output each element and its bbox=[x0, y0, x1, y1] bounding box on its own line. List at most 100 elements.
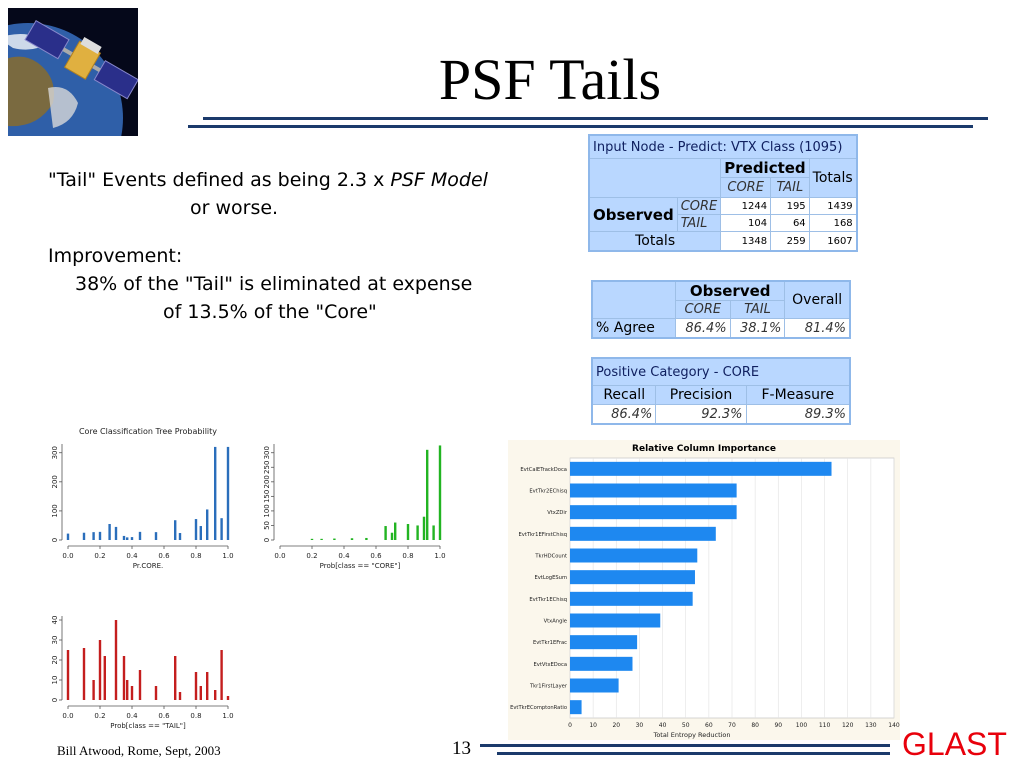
category-label: TkrHDCount bbox=[534, 554, 567, 560]
histogram-bar bbox=[194, 519, 198, 540]
table1-obs-tail: TAIL bbox=[676, 214, 722, 232]
x-tick-label: 110 bbox=[819, 722, 831, 729]
x-tick-label: 0.0 bbox=[274, 552, 285, 560]
positive-category-table: Positive Category - CORE Recall Precisio… bbox=[591, 357, 851, 425]
x-tick-label: 80 bbox=[751, 722, 759, 729]
histogram-bar bbox=[220, 518, 223, 540]
table1-predicted: Predicted bbox=[720, 158, 810, 178]
x-tick-label: 10 bbox=[589, 722, 597, 729]
table2-agree-tail: 38.1% bbox=[729, 318, 786, 339]
x-tick-label: 0.8 bbox=[190, 552, 201, 560]
table2-corner bbox=[591, 280, 676, 319]
footer-rule-lower bbox=[497, 752, 890, 755]
x-tick-label: 0.4 bbox=[338, 552, 350, 560]
table3-precision: Precision bbox=[655, 385, 747, 405]
glast-logo: GLAST bbox=[902, 726, 1007, 762]
table1-totals-row: Totals bbox=[588, 231, 722, 252]
x-tick-label: 140 bbox=[888, 722, 900, 729]
body-line-1: "Tail" Events defined as being 2.3 x PSF… bbox=[48, 166, 558, 194]
importance-bar bbox=[570, 591, 693, 606]
histogram-bar bbox=[365, 537, 368, 540]
category-label: EvtTkr1EFrac bbox=[533, 640, 567, 646]
histogram-bar bbox=[220, 650, 223, 700]
y-tick-label: 0 bbox=[51, 538, 59, 542]
x-tick-label: 0.8 bbox=[190, 712, 201, 720]
category-label: EvtTkrEComptonRatio bbox=[510, 705, 567, 711]
x-tick-label: 0.4 bbox=[126, 712, 138, 720]
table1-cell: 64 bbox=[770, 214, 810, 232]
table3-title: Positive Category - CORE bbox=[591, 357, 851, 386]
y-tick-label: 10 bbox=[51, 676, 59, 685]
histogram-bar bbox=[199, 526, 202, 540]
category-label: EvtTkr1EChisq bbox=[529, 597, 567, 603]
histogram-bar bbox=[138, 531, 142, 540]
table1-cell: 104 bbox=[720, 214, 772, 232]
histogram-bar bbox=[350, 538, 354, 540]
x-tick-label: 1.0 bbox=[434, 552, 445, 560]
table1-pred-tail: TAIL bbox=[770, 177, 810, 198]
y-tick-label: 30 bbox=[51, 636, 59, 645]
x-tick-label: 0.6 bbox=[158, 712, 170, 720]
table3-recall-value: 86.4% bbox=[591, 404, 657, 425]
x-tick-label: 60 bbox=[705, 722, 713, 729]
title-rule-upper bbox=[203, 117, 988, 120]
histogram-bar bbox=[406, 524, 410, 540]
histogram-bar bbox=[108, 524, 111, 540]
histogram-bar bbox=[66, 650, 70, 700]
satellite-earth-image bbox=[8, 8, 138, 136]
histogram-bar bbox=[130, 686, 134, 700]
histogram-bar bbox=[178, 533, 182, 540]
importance-bar bbox=[570, 461, 832, 476]
footer-rule-upper bbox=[480, 744, 890, 747]
chart-title: Relative Column Importance bbox=[632, 444, 776, 454]
table1-obs-core: CORE bbox=[676, 197, 722, 215]
slide-title: PSF Tails bbox=[438, 47, 662, 112]
title-rule-lower bbox=[188, 125, 973, 128]
category-label: Tkr1FirstLayer bbox=[529, 684, 568, 690]
histogram-prob-tail: 0 10 20 30 40 0.0 0.2 0.4 0.6 0.8 1.0 Prob[class ==… bbox=[51, 616, 234, 730]
page-number: 13 bbox=[452, 738, 471, 759]
table2-agree-core: 86.4% bbox=[675, 318, 731, 339]
table3-fmeasure: F-Measure bbox=[745, 385, 851, 405]
body-line-3: Improvement: bbox=[48, 245, 183, 267]
importance-bar bbox=[570, 613, 661, 628]
x-tick-label: 1.0 bbox=[222, 552, 233, 560]
x-tick-label: 40 bbox=[659, 722, 667, 729]
table2-core: CORE bbox=[675, 300, 731, 319]
y-tick-label: 150 bbox=[263, 490, 271, 503]
importance-bar bbox=[570, 700, 582, 715]
table2-observed: Observed bbox=[674, 280, 786, 301]
x-axis-label: Prob[class == "TAIL"] bbox=[110, 722, 186, 730]
x-tick-label: 120 bbox=[842, 722, 854, 729]
histogram-bar bbox=[178, 692, 182, 700]
table1-cell: 168 bbox=[808, 214, 858, 232]
histogram-bar bbox=[333, 538, 336, 540]
category-label: EvtTkr2EChisq bbox=[529, 489, 567, 495]
category-label: EvtVtxEDoca bbox=[533, 662, 567, 668]
column-importance-chart: Relative Column Importance 0 10 20 30 40 50 60 7… bbox=[508, 440, 900, 740]
histogram-bar bbox=[92, 532, 95, 540]
histogram-bar bbox=[92, 680, 95, 700]
x-tick-label: 0.4 bbox=[126, 552, 138, 560]
table1-observed: Observed bbox=[588, 197, 678, 232]
y-tick-label: 20 bbox=[51, 656, 59, 665]
histogram-bar bbox=[226, 446, 230, 540]
y-tick-label: 250 bbox=[263, 461, 271, 474]
histogram-bar bbox=[114, 526, 118, 540]
table2-tail: TAIL bbox=[729, 300, 786, 319]
importance-bar bbox=[570, 678, 619, 693]
body-line-4: 38% of the "Tail" is eliminated at expen… bbox=[75, 273, 473, 295]
body-line-1-text: "Tail" Events defined as being 2.3 x bbox=[48, 169, 391, 191]
table1-corner bbox=[588, 158, 722, 198]
y-tick-label: 50 bbox=[263, 521, 271, 530]
histogram-bar bbox=[122, 535, 126, 540]
table2-agree-overall: 81.4% bbox=[784, 318, 851, 339]
histogram-bar bbox=[432, 525, 435, 540]
category-label: EvtTkr1EFirstChisq bbox=[518, 532, 567, 538]
table1-cell: 1607 bbox=[808, 231, 858, 252]
table1-cell: 1244 bbox=[720, 197, 772, 215]
histogram-bar bbox=[226, 696, 230, 700]
category-label: VtxAngle bbox=[544, 619, 567, 625]
importance-bar bbox=[570, 526, 716, 541]
histogram-bar bbox=[98, 640, 102, 700]
